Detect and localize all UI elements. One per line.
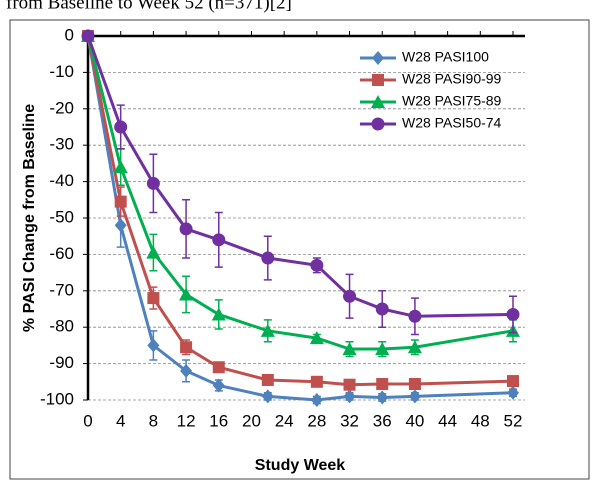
x-tick-label: 44 bbox=[438, 411, 457, 430]
header-text: from Baseline to Week 52 (n=371)[2] bbox=[6, 0, 292, 13]
marker bbox=[180, 341, 193, 354]
marker bbox=[309, 331, 324, 345]
x-tick-label: 28 bbox=[307, 411, 326, 430]
marker bbox=[310, 393, 323, 407]
marker bbox=[261, 389, 274, 404]
y-tick-label: -90 bbox=[49, 353, 74, 372]
y-tick-label: -10 bbox=[49, 62, 74, 81]
marker bbox=[343, 389, 356, 404]
marker bbox=[343, 378, 356, 391]
marker bbox=[147, 292, 160, 305]
marker bbox=[114, 218, 127, 233]
y-tick-label: -100 bbox=[40, 389, 74, 408]
series-line bbox=[86, 35, 514, 387]
marker bbox=[114, 120, 128, 134]
marker bbox=[146, 176, 160, 190]
marker bbox=[506, 307, 520, 321]
x-tick-label: 24 bbox=[275, 411, 294, 430]
marker bbox=[146, 245, 161, 259]
legend-label: W28 PASI75-89 bbox=[402, 93, 502, 109]
marker bbox=[376, 377, 389, 390]
legend-label: W28 PASI100 bbox=[402, 49, 489, 65]
x-tick-label: 52 bbox=[504, 411, 523, 430]
marker bbox=[81, 29, 95, 43]
marker bbox=[310, 375, 323, 388]
legend-label: W28 PASI50-74 bbox=[402, 115, 502, 131]
legend-marker bbox=[371, 95, 385, 108]
marker bbox=[342, 342, 357, 356]
chart-frame bbox=[9, 19, 590, 480]
y-tick-label: -40 bbox=[49, 171, 74, 190]
marker bbox=[343, 289, 357, 303]
marker bbox=[212, 361, 225, 374]
marker bbox=[180, 363, 193, 378]
marker bbox=[261, 373, 274, 386]
x-tick-label: 8 bbox=[149, 411, 158, 430]
x-tick-label: 40 bbox=[405, 411, 424, 430]
legend-marker bbox=[372, 74, 384, 86]
x-tick-label: 16 bbox=[209, 411, 228, 430]
marker bbox=[408, 309, 422, 323]
marker bbox=[376, 390, 389, 405]
y-tick-label: -30 bbox=[49, 135, 74, 154]
marker bbox=[211, 307, 226, 321]
marker bbox=[375, 302, 389, 316]
legend-marker bbox=[372, 51, 384, 65]
x-tick-label: 48 bbox=[471, 411, 490, 430]
marker bbox=[507, 385, 519, 400]
marker bbox=[260, 323, 275, 337]
y-axis-label: % PASI Change from Baseline bbox=[21, 104, 38, 332]
marker bbox=[507, 375, 519, 388]
x-tick-label: 32 bbox=[340, 411, 359, 430]
y-tick-label: -50 bbox=[49, 207, 74, 226]
marker bbox=[212, 233, 226, 247]
y-tick-label: 0 bbox=[65, 25, 74, 44]
marker bbox=[212, 378, 225, 393]
y-tick-label: -80 bbox=[49, 317, 74, 336]
x-tick-label: 36 bbox=[373, 411, 392, 430]
marker bbox=[147, 338, 160, 353]
marker bbox=[114, 195, 127, 208]
y-tick-label: -20 bbox=[49, 98, 74, 117]
x-tick-label: 12 bbox=[177, 411, 196, 430]
y-tick-label: -70 bbox=[49, 280, 74, 299]
marker bbox=[179, 287, 194, 301]
x-tick-label: 4 bbox=[116, 411, 125, 430]
y-tick-label: -60 bbox=[49, 244, 74, 263]
x-tick-label: 0 bbox=[83, 411, 92, 430]
x-tick-label: 20 bbox=[242, 411, 261, 430]
marker bbox=[408, 377, 421, 390]
marker bbox=[310, 258, 324, 272]
legend-label: W28 PASI90-99 bbox=[402, 71, 502, 87]
marker bbox=[179, 222, 193, 236]
x-axis-label: Study Week bbox=[255, 457, 346, 474]
marker bbox=[408, 389, 421, 404]
marker bbox=[113, 160, 128, 174]
marker bbox=[407, 340, 422, 354]
legend-marker bbox=[371, 117, 385, 131]
marker bbox=[375, 342, 390, 356]
marker bbox=[261, 251, 275, 265]
